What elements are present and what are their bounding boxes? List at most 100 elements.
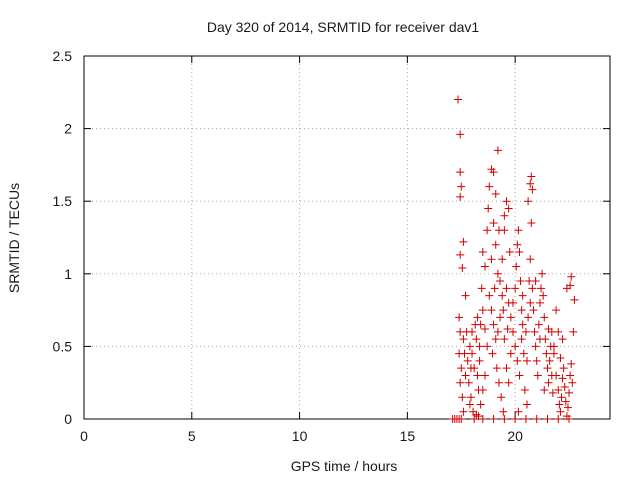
data-point bbox=[502, 197, 511, 206]
data-point bbox=[500, 415, 509, 423]
data-point bbox=[493, 269, 502, 278]
data-point bbox=[567, 272, 576, 281]
data-point bbox=[556, 354, 565, 363]
data-point bbox=[511, 415, 520, 423]
data-point bbox=[506, 313, 515, 322]
data-point bbox=[461, 291, 470, 300]
data-point bbox=[458, 263, 467, 272]
data-point bbox=[478, 415, 487, 423]
data-point bbox=[462, 327, 471, 336]
data-point bbox=[475, 342, 484, 351]
data-point bbox=[554, 327, 563, 336]
data-point bbox=[539, 291, 548, 300]
data-point bbox=[468, 349, 477, 358]
data-point bbox=[487, 306, 496, 315]
y-tick-label: 0.5 bbox=[53, 338, 73, 354]
data-point bbox=[558, 335, 567, 344]
data-point bbox=[459, 335, 468, 344]
data-point bbox=[459, 407, 468, 416]
data-point bbox=[560, 383, 569, 392]
data-point bbox=[465, 400, 474, 409]
data-point bbox=[464, 378, 473, 387]
data-point bbox=[543, 415, 552, 423]
plot-frame bbox=[83, 55, 611, 420]
data-point bbox=[457, 182, 466, 191]
data-point bbox=[484, 204, 493, 213]
data-point bbox=[521, 327, 530, 336]
data-point bbox=[504, 378, 513, 387]
data-point bbox=[473, 313, 482, 322]
data-point bbox=[496, 277, 505, 286]
data-point bbox=[472, 335, 481, 344]
data-point bbox=[454, 95, 463, 104]
data-point bbox=[543, 364, 552, 373]
data-point bbox=[515, 371, 524, 380]
data-point bbox=[508, 298, 517, 307]
y-tick-label: 2 bbox=[64, 121, 72, 137]
data-point bbox=[528, 284, 537, 293]
data-point bbox=[471, 320, 480, 329]
data-point bbox=[556, 407, 565, 416]
data-point bbox=[518, 291, 527, 300]
x-tick-label: 15 bbox=[400, 428, 416, 444]
chart-title: Day 320 of 2014, SRMTID for receiver dav… bbox=[207, 19, 480, 35]
data-point bbox=[544, 324, 553, 333]
data-point bbox=[475, 356, 484, 365]
data-point bbox=[497, 393, 506, 402]
data-point bbox=[558, 374, 567, 383]
data-point bbox=[502, 364, 511, 373]
data-point bbox=[527, 218, 536, 227]
data-point bbox=[514, 407, 523, 416]
data-point bbox=[570, 295, 579, 304]
data-point bbox=[504, 204, 513, 213]
y-tick-label: 2.5 bbox=[53, 48, 73, 64]
data-point bbox=[557, 393, 566, 402]
y-tick-label: 0 bbox=[64, 411, 72, 427]
data-point bbox=[506, 349, 515, 358]
data-point bbox=[566, 371, 575, 380]
y-tick-label: 1.5 bbox=[53, 193, 73, 209]
data-point bbox=[488, 349, 497, 358]
data-point bbox=[456, 192, 465, 201]
data-point bbox=[523, 400, 532, 409]
data-point bbox=[463, 356, 472, 365]
data-point bbox=[542, 349, 551, 358]
data-point bbox=[499, 306, 508, 315]
data-point bbox=[530, 327, 539, 336]
data-point bbox=[511, 342, 520, 351]
data-point bbox=[549, 342, 558, 351]
data-point bbox=[491, 240, 500, 249]
data-point bbox=[561, 397, 570, 406]
data-point bbox=[480, 324, 489, 333]
data-point bbox=[456, 168, 465, 177]
data-point bbox=[498, 291, 507, 300]
data-point bbox=[535, 298, 544, 307]
x-tick-label: 10 bbox=[292, 428, 308, 444]
data-point bbox=[490, 284, 499, 293]
data-point bbox=[540, 385, 549, 394]
data-point bbox=[466, 364, 475, 373]
data-point bbox=[540, 313, 549, 322]
data-point bbox=[457, 364, 466, 373]
data-point bbox=[512, 262, 521, 271]
data-point bbox=[535, 335, 544, 344]
data-point bbox=[548, 388, 557, 397]
data-point bbox=[476, 400, 485, 409]
data-point bbox=[567, 359, 576, 368]
data-point bbox=[494, 378, 503, 387]
data-point bbox=[474, 412, 483, 421]
data-point bbox=[465, 342, 474, 351]
data-point bbox=[526, 255, 535, 264]
data-point bbox=[527, 172, 536, 181]
data-point bbox=[544, 378, 553, 387]
data-point bbox=[485, 291, 494, 300]
data-point bbox=[517, 306, 526, 315]
data-point bbox=[483, 342, 492, 351]
grid-lines bbox=[84, 56, 610, 419]
data-point bbox=[554, 385, 563, 394]
data-point bbox=[489, 320, 498, 329]
data-point bbox=[505, 248, 514, 257]
data-points bbox=[448, 95, 579, 423]
data-point bbox=[519, 349, 528, 358]
data-point bbox=[458, 393, 467, 402]
